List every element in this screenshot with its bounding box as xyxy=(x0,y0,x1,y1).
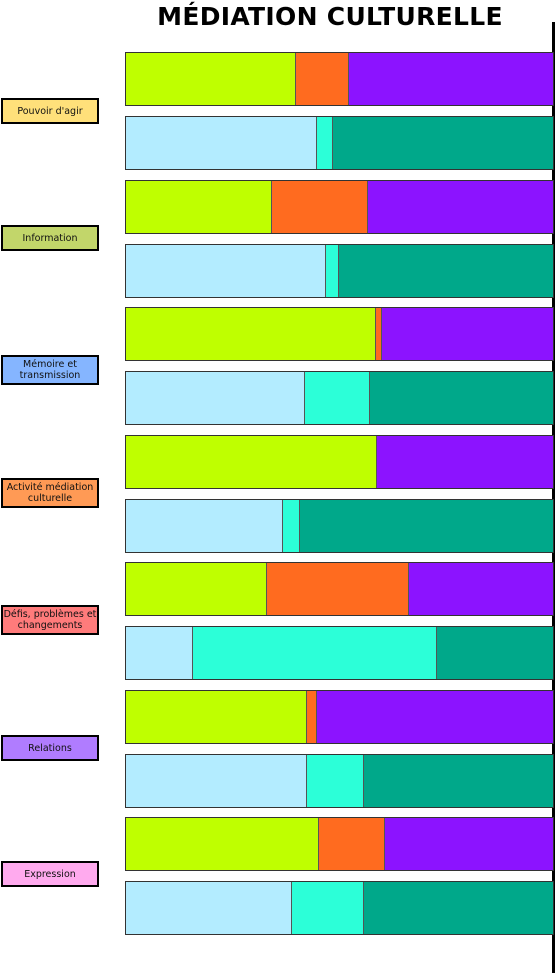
bar-segment xyxy=(126,53,296,105)
bar-segment xyxy=(126,117,317,169)
bar-segment xyxy=(375,308,382,360)
stacked-bar-b xyxy=(125,371,554,425)
bar-segment xyxy=(318,818,385,870)
bar-segment xyxy=(126,627,192,679)
bar-segment xyxy=(126,755,306,807)
category-label: Pouvoir d'agir xyxy=(1,98,99,124)
stacked-bar-b xyxy=(125,244,554,298)
stacked-bar-a xyxy=(125,690,554,744)
stacked-bar-a xyxy=(125,307,554,361)
bar-segment xyxy=(362,755,553,807)
stacked-bar-b xyxy=(125,499,554,553)
bar-segment xyxy=(126,882,291,934)
bar-segment xyxy=(290,882,364,934)
bar-segment xyxy=(126,500,282,552)
stacked-bar-a xyxy=(125,562,554,616)
stacked-bar-b xyxy=(125,626,554,680)
stacked-bar-a xyxy=(125,817,554,871)
bar-segment xyxy=(126,436,377,488)
bar-segment xyxy=(126,372,304,424)
bar-segment xyxy=(436,627,553,679)
stacked-bar-b xyxy=(125,754,554,808)
bar-segment xyxy=(368,372,553,424)
bar-segment xyxy=(348,53,553,105)
bar-segment xyxy=(376,436,553,488)
bar-segment xyxy=(332,117,553,169)
axis-line xyxy=(552,22,555,973)
stacked-bar-a xyxy=(125,180,554,234)
category-label: Relations xyxy=(1,735,99,761)
bar-segment xyxy=(265,563,408,615)
chart-title: MÉDIATION CULTURELLE xyxy=(157,2,503,31)
bar-segment xyxy=(305,691,317,743)
category-label: Activité médiation culturelle xyxy=(1,478,99,508)
bar-segment xyxy=(303,372,369,424)
bar-segment xyxy=(126,818,319,870)
bar-segment xyxy=(316,691,553,743)
category-label: Information xyxy=(1,225,99,251)
bar-segment xyxy=(126,245,325,297)
category-label: Expression xyxy=(1,861,99,887)
bar-segment xyxy=(126,308,376,360)
category-label: Défis, problèmes et changements xyxy=(1,605,99,635)
bar-segment xyxy=(366,181,553,233)
bar-segment xyxy=(191,627,437,679)
bar-segment xyxy=(384,818,553,870)
stacked-bar-a xyxy=(125,52,554,106)
bar-segment xyxy=(126,181,271,233)
stacked-bar-b xyxy=(125,881,554,935)
bar-segment xyxy=(126,563,266,615)
bar-segment xyxy=(407,563,553,615)
bar-segment xyxy=(337,245,553,297)
bar-segment xyxy=(295,53,349,105)
bar-segment xyxy=(281,500,299,552)
bar-segment xyxy=(324,245,338,297)
bar-segment xyxy=(363,882,553,934)
category-label: Mémoire et transmission xyxy=(1,355,99,385)
bar-segment xyxy=(298,500,553,552)
stacked-bar-a xyxy=(125,435,554,489)
bar-segment xyxy=(381,308,553,360)
bar-segment xyxy=(305,755,363,807)
bar-segment xyxy=(126,691,306,743)
bar-segment xyxy=(316,117,333,169)
stacked-bar-b xyxy=(125,116,554,170)
bar-segment xyxy=(270,181,367,233)
